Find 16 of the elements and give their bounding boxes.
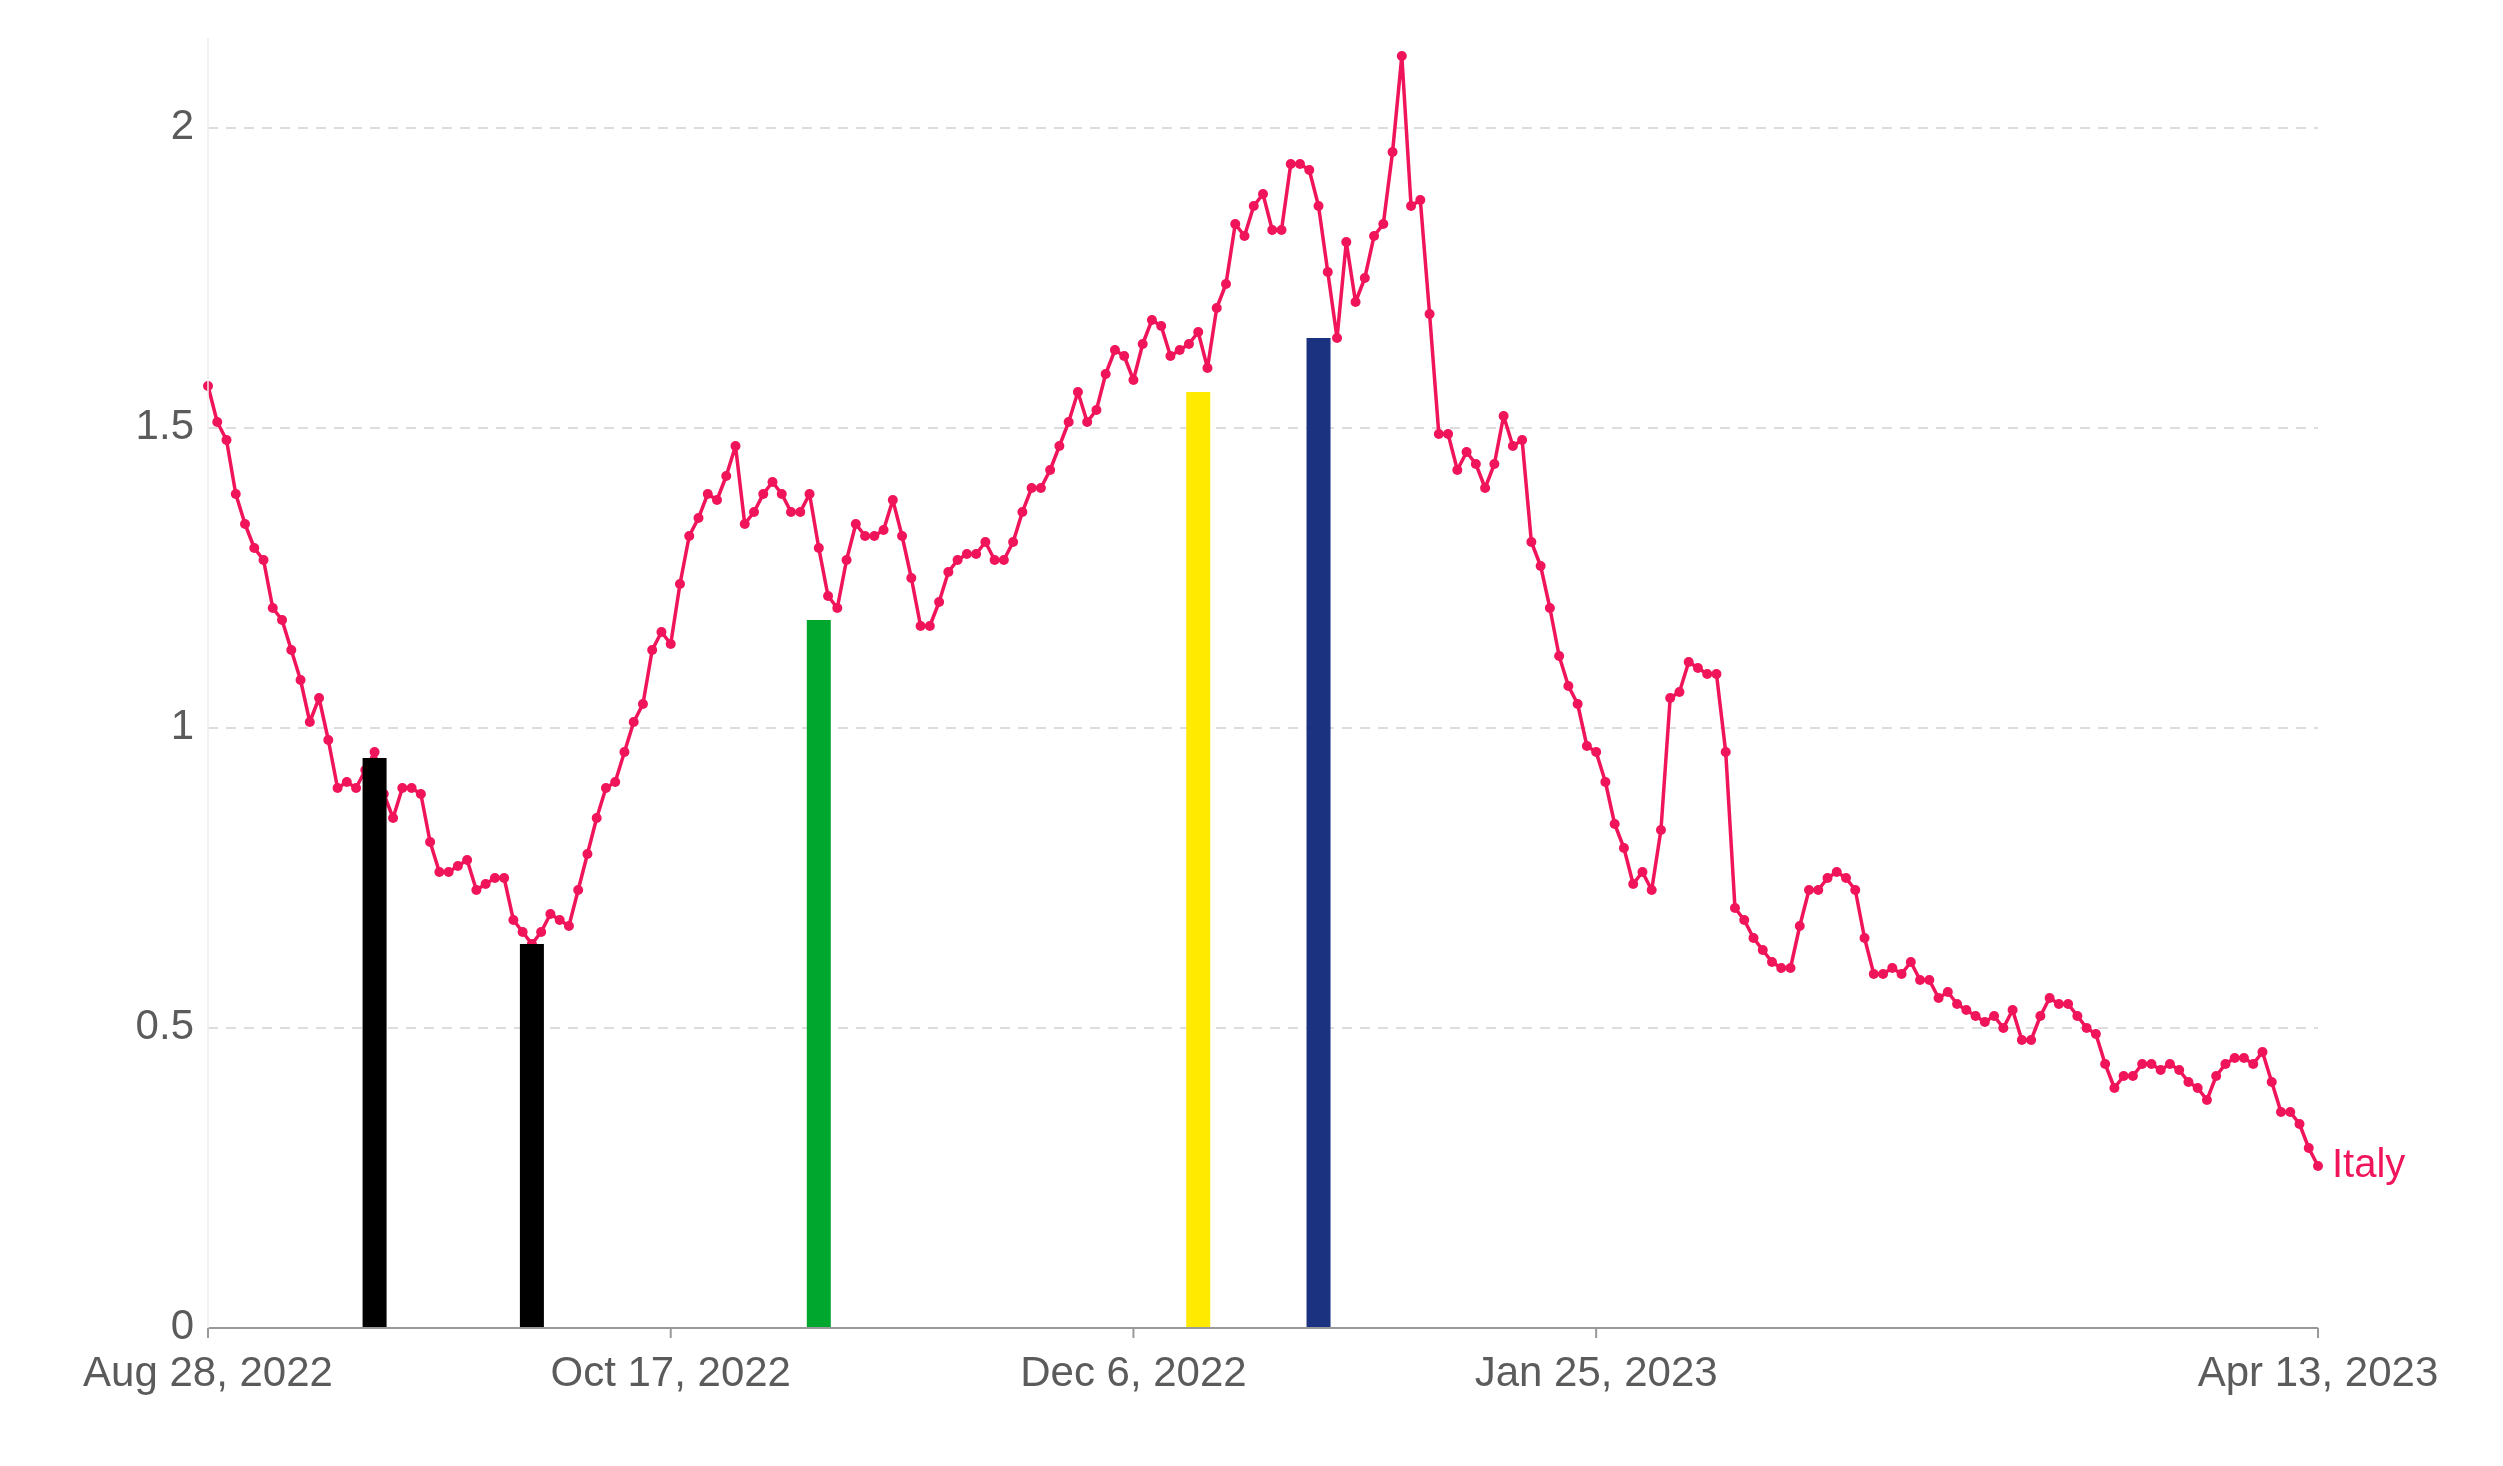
series-label: Italy: [2332, 1140, 2406, 1185]
bar: [806, 620, 831, 1328]
y-tick-label: 1: [170, 701, 194, 749]
x-tick-label: Aug 28, 2022: [83, 1348, 333, 1395]
y-tick-label: 1.5: [135, 401, 194, 449]
x-tick-label: Jan 25, 2023: [1474, 1348, 1718, 1395]
bar: [1306, 338, 1331, 1328]
x-tick-label: Dec 6, 2022: [1020, 1348, 1247, 1395]
y-tick-label: 0.5: [135, 1001, 194, 1049]
bar: [362, 758, 387, 1328]
x-tick-label: Oct 17, 2022: [550, 1348, 791, 1395]
x-tick-label: Apr 13, 2023: [2197, 1348, 2439, 1395]
bar: [1186, 392, 1211, 1328]
y-tick-label: 2: [170, 101, 194, 149]
bar: [519, 944, 544, 1328]
y-tick-label: 0: [170, 1301, 194, 1349]
